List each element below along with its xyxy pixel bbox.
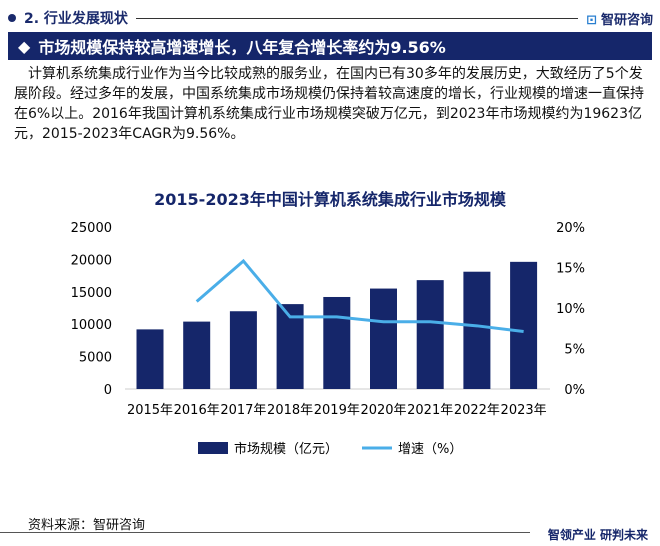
banner-title: 市场规模保持较高增速增长，八年复合增长率约为9.56% xyxy=(38,38,446,57)
left-tick-label: 5000 xyxy=(79,351,112,366)
bar xyxy=(229,311,257,389)
left-tick-label: 20000 xyxy=(71,253,112,268)
divider xyxy=(135,17,579,19)
bar xyxy=(416,280,444,389)
section-title: 2. 行业发展现状 xyxy=(24,11,128,27)
growth-line xyxy=(195,258,524,333)
x-tick-label: 2019年 xyxy=(314,403,360,418)
right-tick-label: 0% xyxy=(564,383,585,398)
left-tick-label: 15000 xyxy=(71,286,112,301)
left-tick-label: 25000 xyxy=(71,221,112,236)
x-tick-label: 2021年 xyxy=(407,403,453,418)
right-tick-label: 20% xyxy=(556,221,585,236)
diamond-icon: ◆ xyxy=(18,36,31,56)
left-tick-label: 10000 xyxy=(71,318,112,333)
x-tick-label: 2015年 xyxy=(127,403,173,418)
brand-name: 智研咨询 xyxy=(600,12,653,28)
right-tick-label: 10% xyxy=(556,302,585,317)
x-tick-label: 2023年 xyxy=(501,403,547,418)
chart-title: 2015-2023年中国计算机系统集成行业市场规模 xyxy=(154,190,506,209)
body-paragraph: 计算机系统集成行业作为当今比较成熟的服务业，在国内已有30多年的发展历史，大致经… xyxy=(14,66,644,142)
left-tick-label: 0 xyxy=(104,383,112,398)
right-tick-label: 5% xyxy=(564,343,585,358)
zhiyan-logo-icon: ⊡ xyxy=(586,12,597,28)
x-tick-label: 2016年 xyxy=(174,403,220,418)
bar xyxy=(323,296,351,389)
bar xyxy=(370,288,397,389)
source-note: 资料来源：智研咨询 xyxy=(28,518,146,533)
legend-swatch-bar xyxy=(198,442,228,454)
bar xyxy=(510,261,538,389)
bar xyxy=(136,329,164,389)
brand-logo: ⊡ 智研咨询 xyxy=(586,9,653,28)
section-header: 2. 行业发展现状 ⊡ 智研咨询 xyxy=(8,8,653,28)
x-tick-label: 2017年 xyxy=(220,403,266,418)
x-tick-label: 2020年 xyxy=(360,403,406,418)
bar xyxy=(183,321,211,389)
bar xyxy=(463,271,491,389)
banner: ◆ 市场规模保持较高增速增长，八年复合增长率约为9.56% xyxy=(8,32,652,60)
legend-label: 市场规模（亿元） xyxy=(234,441,338,457)
slogan: 智领产业 研判未来 xyxy=(547,528,648,542)
x-tick-label: 2022年 xyxy=(454,403,500,418)
right-tick-label: 15% xyxy=(556,262,585,277)
bullet-icon xyxy=(8,14,16,22)
footer-divider xyxy=(0,532,530,533)
x-tick-label: 2018年 xyxy=(267,403,313,418)
legend-label: 增速（%） xyxy=(398,442,462,457)
